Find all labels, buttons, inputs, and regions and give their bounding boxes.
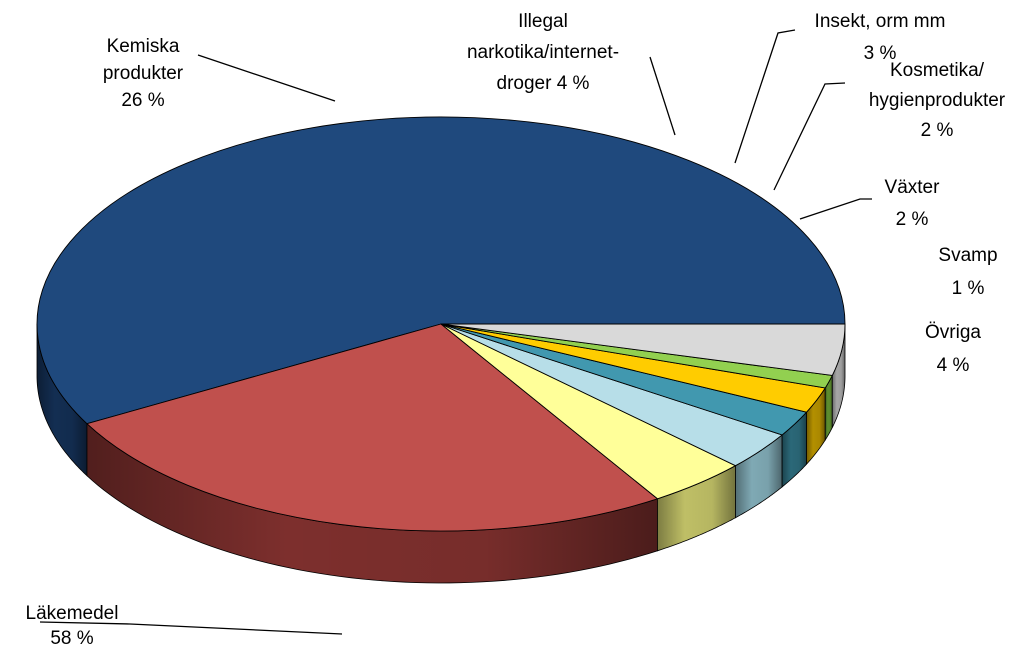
- slice-label-name-line: Svamp: [938, 245, 997, 266]
- leader-line-vaxter: [799, 198, 872, 220]
- slice-side-shade-svamp: [825, 375, 833, 440]
- leader-line-illegal-narkotika-internet-droger: [649, 56, 676, 136]
- slice-label-kosmetika-hygienprodukter: Kosmetika/hygienprodukter 2 %: [869, 60, 1006, 141]
- slice-lakemedel: [36, 116, 846, 425]
- slice-label-name-line: narkotika/internet-: [467, 42, 619, 63]
- slice-label-name-line: hygienprodukter: [869, 90, 1006, 111]
- leader-line-lakemedel: [39, 621, 343, 635]
- leader-line-insekt-orm-mm: [734, 29, 796, 164]
- leader-line-kemiska-produkter: [197, 54, 336, 102]
- slice-label-value: 3 %: [864, 43, 897, 64]
- slice-label-svamp: Svamp 1 %: [938, 245, 997, 299]
- slice-side-shade-illegal-narkotika-internet-droger: [657, 465, 736, 551]
- slice-label-name-line: droger 4 %: [497, 73, 590, 94]
- slice-label-value: 2 %: [921, 120, 954, 141]
- slice-label-name-line: produkter: [103, 63, 184, 84]
- slice-side-shade-lakemedel: [37, 324, 87, 476]
- slice-label-vaxter: Växter 2 %: [885, 177, 941, 230]
- leader-line-kosmetika-hygienprodukter: [773, 82, 846, 191]
- slice-label-ovriga: Övriga 4 %: [925, 322, 981, 376]
- slice-label-value: 4 %: [937, 355, 970, 376]
- slice-label-insekt-orm-mm: Insekt, orm mm 3 %: [815, 11, 946, 64]
- slice-label-value: 26 %: [121, 90, 164, 111]
- slice-label-kemiska-produkter: Kemiska produkter 26 %: [103, 36, 184, 111]
- slice-side-shade-kemiska-produkter: [86, 423, 658, 583]
- slice-label-name-line: Kemiska: [107, 36, 180, 57]
- slice-label-lakemedel: Läkemedel 58 %: [26, 603, 119, 649]
- slice-label-value: 1 %: [952, 278, 985, 299]
- slice-label-name-line: Läkemedel: [26, 603, 119, 624]
- slice-ovriga: [440, 323, 846, 376]
- slice-label-name-line: Insekt, orm mm: [815, 11, 946, 32]
- slice-kemiska-produkter: [86, 323, 658, 532]
- slice-side-shade-kosmetika-hygienprodukter: [782, 412, 807, 487]
- slice-label-name-line: Växter: [885, 177, 941, 198]
- slice-label-name-line: Illegal: [518, 11, 568, 32]
- slice-side-shade-insekt-orm-mm: [735, 434, 783, 518]
- slice-label-value: 58 %: [50, 628, 93, 649]
- slice-label-value: 2 %: [896, 209, 929, 230]
- slice-label-name-line: Kosmetika/: [890, 60, 985, 81]
- slice-label-name-line: Övriga: [925, 322, 981, 343]
- slice-label-illegal-narkotika-internet-droger: Illegal narkotika/internet-droger 4 %: [467, 11, 619, 94]
